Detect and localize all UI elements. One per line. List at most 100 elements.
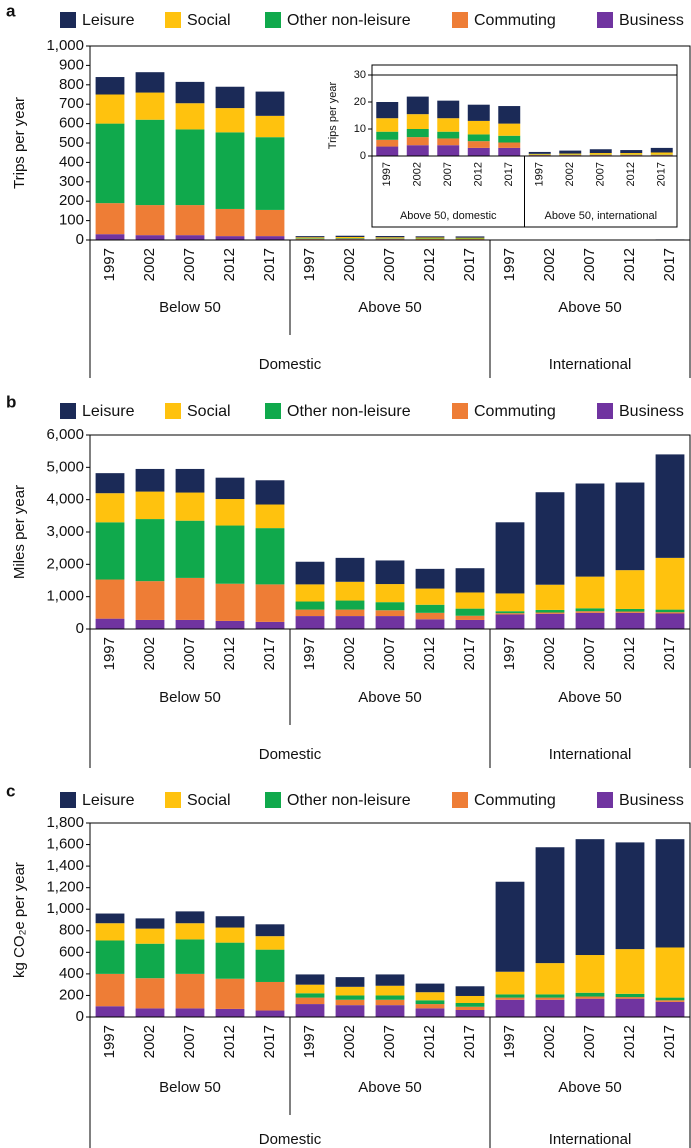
y-tick-label: 2,000 bbox=[46, 555, 84, 572]
bar-segment bbox=[135, 235, 165, 240]
group-label: Above 50 bbox=[358, 689, 421, 706]
x-tick-label: 1997 bbox=[101, 1025, 118, 1058]
y-tick-label: 0 bbox=[76, 1008, 84, 1025]
bar-segment bbox=[135, 581, 165, 620]
y-axis-title: kg CO₂e per year bbox=[11, 862, 28, 978]
bar-segment bbox=[655, 1000, 685, 1002]
legend-label: Commuting bbox=[474, 403, 556, 420]
x-tick-label: 2017 bbox=[661, 637, 678, 670]
bar-segment bbox=[535, 612, 565, 614]
x-tick-label: 2012 bbox=[621, 637, 638, 670]
bar-segment bbox=[135, 978, 165, 1009]
bar-segment bbox=[335, 557, 365, 582]
bar-segment bbox=[415, 588, 445, 605]
bar-segment bbox=[175, 103, 205, 130]
bar-segment bbox=[95, 923, 125, 941]
bar-segment bbox=[215, 108, 245, 133]
bar-segment bbox=[495, 994, 525, 998]
bar-segment bbox=[255, 236, 285, 240]
x-tick-label: 2017 bbox=[261, 637, 278, 670]
bar-segment bbox=[455, 1002, 485, 1007]
bar-segment bbox=[589, 153, 612, 155]
y-tick-label: 600 bbox=[59, 115, 84, 132]
bar-segment bbox=[255, 528, 285, 585]
bar-segment bbox=[255, 949, 285, 982]
x-tick-label: 2017 bbox=[461, 248, 478, 281]
bar-segment bbox=[215, 1008, 245, 1017]
bar-segment bbox=[375, 610, 405, 617]
group-label: Above 50, domestic bbox=[400, 210, 497, 222]
x-tick-label: 1997 bbox=[534, 162, 546, 186]
y-tick-label: 1,000 bbox=[46, 588, 84, 605]
bar-segment bbox=[495, 611, 525, 614]
bar-segment bbox=[415, 619, 445, 629]
bar-segment bbox=[95, 493, 125, 523]
x-tick-label: 2007 bbox=[381, 248, 398, 281]
bar-segment bbox=[215, 477, 245, 500]
group-label: Above 50 bbox=[358, 299, 421, 316]
x-tick-label: 2012 bbox=[421, 248, 438, 281]
plot-frame bbox=[89, 822, 691, 1018]
bar-segment bbox=[575, 612, 605, 629]
bar-segment bbox=[175, 923, 205, 940]
bar-segment bbox=[135, 72, 165, 93]
bar-segment bbox=[437, 118, 460, 132]
bar-segment bbox=[175, 619, 205, 629]
y-tick-label: 0 bbox=[76, 231, 84, 248]
y-axis-title: Miles per year bbox=[11, 485, 28, 579]
bar-segment bbox=[615, 997, 645, 999]
bar-segment bbox=[255, 504, 285, 529]
bar-segment bbox=[575, 839, 605, 956]
y-tick-label: 900 bbox=[59, 56, 84, 73]
x-tick-label: 2012 bbox=[221, 248, 238, 281]
bar-segment bbox=[559, 153, 582, 155]
legend-label: Other non-leisure bbox=[287, 403, 411, 420]
y-tick-label: 6,000 bbox=[46, 426, 84, 443]
bar-segment bbox=[375, 999, 405, 1006]
bar-segment bbox=[455, 1006, 485, 1010]
bar-segment bbox=[255, 621, 285, 629]
bar-segment bbox=[575, 955, 605, 993]
legend-label: Business bbox=[619, 792, 684, 809]
y-tick-label: 1,000 bbox=[46, 900, 84, 917]
y-tick-label: 400 bbox=[59, 153, 84, 170]
bar-segment bbox=[615, 482, 645, 571]
bar-segment bbox=[335, 238, 365, 240]
bar-segment bbox=[455, 608, 485, 616]
y-tick-label: 3,000 bbox=[46, 523, 84, 540]
x-tick-label: 2017 bbox=[261, 248, 278, 281]
bar-segment bbox=[535, 613, 565, 629]
bar-segment bbox=[655, 612, 685, 614]
x-tick-label: 2017 bbox=[503, 162, 515, 186]
bar-segment bbox=[255, 1010, 285, 1017]
bar-segment bbox=[437, 145, 460, 156]
bar-segment bbox=[215, 86, 245, 109]
super-group-label: International bbox=[549, 1131, 632, 1148]
legend-swatch bbox=[60, 403, 76, 419]
x-tick-label: 2007 bbox=[442, 162, 454, 186]
bar-segment bbox=[95, 203, 125, 235]
y-tick-label: 700 bbox=[59, 95, 84, 112]
bar-segment bbox=[415, 1004, 445, 1009]
bar-segment bbox=[175, 81, 205, 104]
y-tick-label: 0 bbox=[360, 150, 366, 162]
legend-label: Business bbox=[619, 12, 684, 29]
legend-swatch bbox=[452, 792, 468, 808]
bar-segment bbox=[375, 236, 405, 238]
bar-segment bbox=[175, 520, 205, 578]
y-tick-label: 500 bbox=[59, 134, 84, 151]
bar-segment bbox=[615, 608, 645, 612]
panel-label: b bbox=[6, 392, 16, 411]
plot-frame bbox=[89, 45, 691, 241]
bar-segment bbox=[589, 149, 612, 154]
bar-segment bbox=[295, 601, 325, 610]
bar-segment bbox=[528, 151, 551, 154]
x-tick-label: 2002 bbox=[564, 162, 576, 186]
bar-segment bbox=[535, 997, 565, 1000]
bar-segment bbox=[575, 992, 605, 997]
bar-segment bbox=[575, 996, 605, 999]
bar-segment bbox=[375, 616, 405, 629]
y-tick-label: 10 bbox=[354, 123, 366, 135]
bar-segment bbox=[467, 141, 490, 148]
super-group-label: International bbox=[549, 746, 632, 763]
